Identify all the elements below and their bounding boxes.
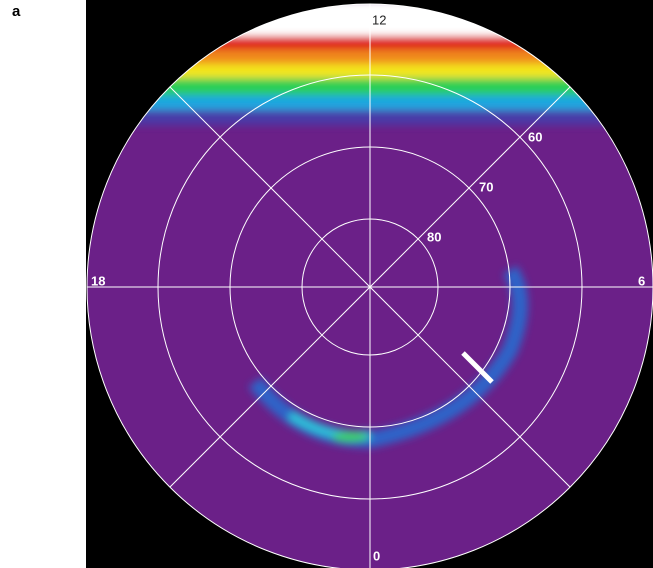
hour-label: 6	[638, 273, 645, 288]
hour-label: 18	[91, 273, 105, 288]
hour-label: 12	[372, 12, 386, 27]
figure: a 12 6 18 0 60 70 80	[0, 0, 653, 568]
hour-label: 0	[373, 548, 380, 563]
panel-label: a	[12, 3, 21, 20]
latitude-label: 70	[479, 179, 493, 194]
latitude-label: 80	[427, 229, 441, 244]
latitude-label: 60	[528, 129, 542, 144]
